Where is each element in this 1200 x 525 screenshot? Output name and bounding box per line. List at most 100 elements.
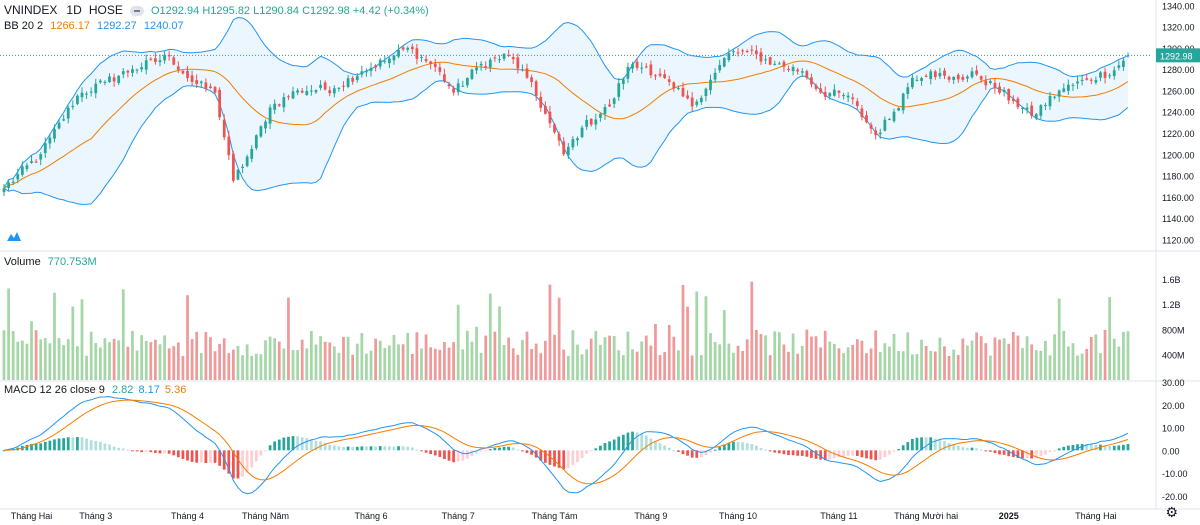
volume-bar xyxy=(933,351,937,380)
candle-body xyxy=(406,47,410,50)
volume-bar xyxy=(2,330,6,380)
volume-bar xyxy=(755,329,758,380)
volume-bar xyxy=(369,350,373,380)
volume-bar xyxy=(103,338,107,380)
candle-body xyxy=(89,91,93,93)
candle-body xyxy=(484,66,488,68)
macd-histogram-bar xyxy=(1094,445,1098,451)
bb-basis-line xyxy=(3,60,1129,189)
volume-bar xyxy=(663,351,667,380)
volume-bar xyxy=(745,339,749,380)
macd-histogram-bar xyxy=(562,450,566,470)
candle-body xyxy=(126,70,130,73)
volume-bar xyxy=(392,334,396,380)
volume-bar xyxy=(970,340,974,380)
candle-body xyxy=(424,59,428,62)
candle-body xyxy=(589,118,593,125)
volume-bar xyxy=(1057,298,1061,380)
macd-histogram-bar xyxy=(103,443,107,451)
volume-bar xyxy=(929,350,933,380)
candle-body xyxy=(282,97,286,108)
macd-histogram-bar xyxy=(732,441,735,451)
main-legend: VNINDEX 1D HOSE O1292.94 H1295.82 L1290.… xyxy=(4,3,429,18)
candle-body xyxy=(791,67,795,72)
volume-bar xyxy=(34,330,38,380)
volume-bar xyxy=(360,332,364,380)
macd-histogram-bar xyxy=(337,446,341,451)
candle-body xyxy=(599,113,602,118)
high-value: H1295.82 xyxy=(202,5,251,17)
macd-histogram-bar xyxy=(755,445,758,451)
macd-histogram-bar xyxy=(135,450,139,452)
time-tick-label: Tháng Tám xyxy=(532,511,578,521)
change-value: +4.42 (+0.34%) xyxy=(352,5,429,17)
volume-bar xyxy=(291,350,295,380)
price-tick-label: 1220.00 xyxy=(1162,129,1195,139)
candle-body xyxy=(530,77,533,82)
macd-histogram-bar xyxy=(48,440,52,451)
macd-histogram-bar xyxy=(172,450,176,456)
collapse-legend-button[interactable] xyxy=(129,6,144,17)
gear-icon[interactable]: ⚙ xyxy=(1165,504,1178,520)
volume-bar xyxy=(85,355,88,380)
volume-tick-label: 1.6B xyxy=(1162,275,1181,285)
volume-bar xyxy=(158,344,162,380)
bb-basis-value: 1266.17 xyxy=(50,20,90,32)
candle-body xyxy=(71,106,75,108)
macd-histogram-bar xyxy=(933,438,937,451)
macd-histogram-bar xyxy=(617,436,621,451)
volume-bar xyxy=(20,340,24,380)
candle-body xyxy=(465,78,469,86)
candle-body xyxy=(355,76,359,81)
macd-histogram-bar xyxy=(713,449,717,451)
candle-body xyxy=(869,124,873,129)
macd-histogram-bar xyxy=(76,436,79,451)
macd-histogram-bar xyxy=(787,450,790,456)
candle-body xyxy=(1053,96,1056,98)
volume-bar xyxy=(1117,346,1121,380)
candle-body xyxy=(695,101,699,105)
candle-body xyxy=(956,74,960,80)
candle-body xyxy=(1048,95,1052,107)
volume-bar xyxy=(1108,296,1112,380)
macd-histogram-bar xyxy=(511,447,515,451)
volume-bar xyxy=(488,293,492,380)
macd-histogram-bar xyxy=(355,446,359,451)
volume-bar xyxy=(332,346,336,380)
candle-body xyxy=(323,82,327,90)
macd-histogram-bar xyxy=(420,450,423,452)
tv-logo-icon[interactable] xyxy=(6,230,22,242)
bb-legend[interactable]: BB 20 2 1266.17 1292.27 1240.07 xyxy=(4,19,184,33)
price-tick-label: 1160.00 xyxy=(1162,193,1194,203)
symbol-label[interactable]: VNINDEX xyxy=(4,3,58,17)
volume-bar xyxy=(722,310,726,380)
candle-body xyxy=(755,50,758,55)
macd-histogram-bar xyxy=(878,450,882,460)
volume-bar xyxy=(1089,336,1093,380)
candle-body xyxy=(819,88,822,93)
volume-bar xyxy=(1126,331,1130,380)
macd-histogram-bar xyxy=(589,450,593,452)
macd-histogram-bar xyxy=(204,450,208,464)
candle-body xyxy=(452,88,455,93)
volume-bar xyxy=(667,324,671,380)
volume-bar xyxy=(53,292,56,380)
volume-legend[interactable]: Volume 770.753M xyxy=(4,255,97,269)
macd-histogram-bar xyxy=(131,450,134,452)
candle-body xyxy=(488,59,492,68)
interval-label[interactable]: 1D xyxy=(66,3,82,17)
macd-legend[interactable]: MACD 12 26 close 9 2.82 8.17 5.36 xyxy=(4,383,186,397)
macd-histogram-bar xyxy=(387,446,391,451)
macd-histogram-bar xyxy=(608,441,611,451)
open-value: O1292.94 xyxy=(150,5,200,17)
macd-histogram-bar xyxy=(576,450,579,463)
macd-histogram-bar xyxy=(846,450,850,456)
volume-bar xyxy=(236,345,240,380)
macd-histogram-bar xyxy=(447,450,451,461)
macd-tick-label: 20.00 xyxy=(1162,401,1185,411)
candle-body xyxy=(25,165,29,169)
macd-histogram-bar xyxy=(1048,450,1052,453)
volume-bar xyxy=(218,343,222,380)
candle-body xyxy=(502,53,506,59)
